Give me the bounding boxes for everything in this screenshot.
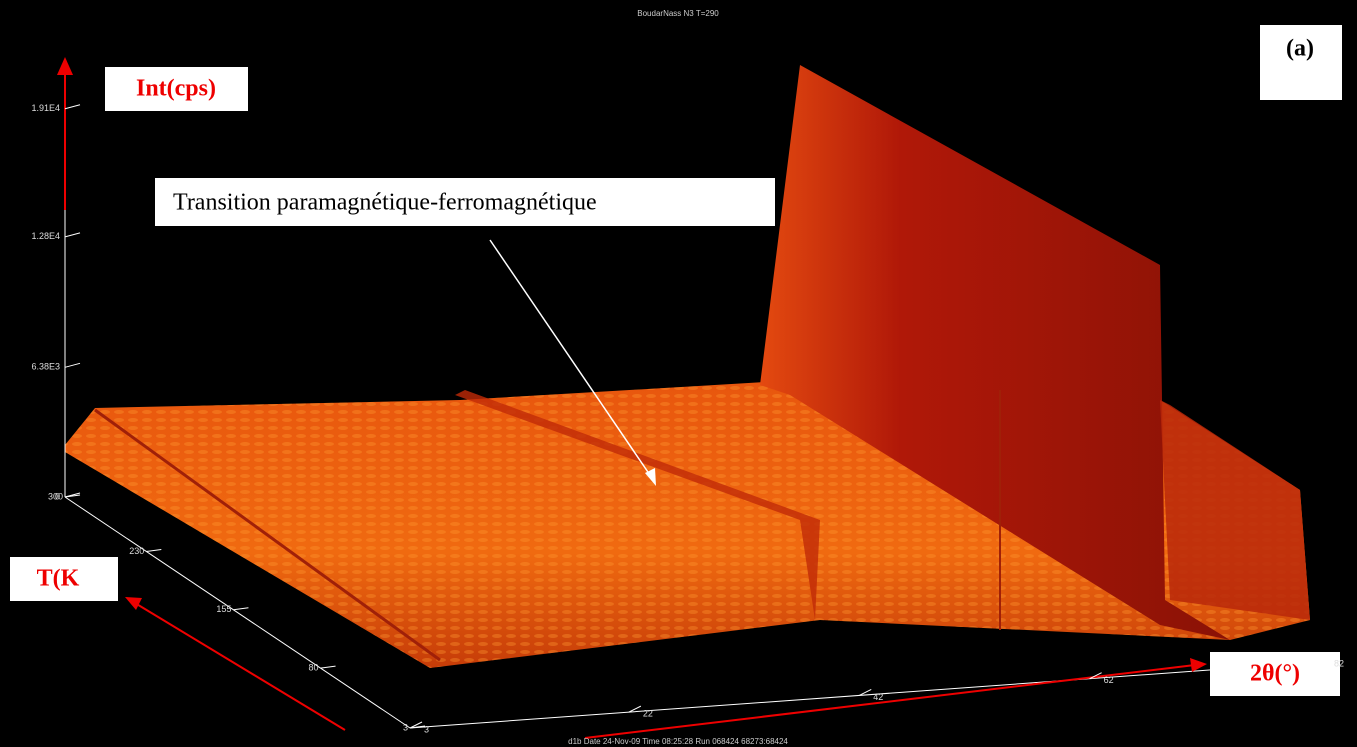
arrowhead: [125, 597, 142, 610]
z-tick-label: 1.28E4: [31, 231, 60, 241]
x-tick-label: 82: [1334, 658, 1344, 668]
y-tick-label: 3: [403, 722, 408, 732]
z-tick-label: 0: [55, 491, 60, 501]
tick-mark: [409, 721, 423, 729]
tick-mark: [320, 665, 336, 669]
tick-mark: [146, 548, 162, 552]
y-axis-label: T(K: [37, 566, 80, 592]
tick-mark: [859, 688, 872, 696]
surface: [65, 65, 1310, 668]
tick-mark: [409, 725, 426, 729]
z-tick-label: 6.38E3: [31, 362, 60, 372]
label-box: [1260, 25, 1342, 100]
y-tick-label: 230: [129, 546, 144, 556]
tick-mark: [64, 232, 81, 238]
label-box: [105, 67, 248, 111]
label-box: [10, 557, 118, 601]
x-tick-label: 62: [1104, 675, 1114, 685]
z-axis-label: Int(cps): [136, 76, 216, 102]
tick-mark: [64, 104, 81, 110]
x-tick-label: 3: [424, 724, 429, 734]
annotation-arrow: [489, 239, 653, 479]
label-box: [1210, 652, 1340, 696]
arrowhead: [645, 468, 656, 486]
tick-mark: [233, 607, 249, 611]
x-axis-label: 2θ(°): [1250, 661, 1300, 687]
panel-label: (a): [1286, 36, 1314, 62]
annotation-box: [155, 178, 775, 226]
tick-mark: [1319, 655, 1333, 663]
y-tick-label: 80: [309, 662, 319, 672]
x-tick-label: 42: [873, 692, 883, 702]
t-arrow: [134, 602, 346, 731]
y-tick-label: 155: [216, 604, 231, 614]
annotation: Transition paramagnétique-ferromagnétiqu…: [173, 190, 597, 216]
chart-title: BoudarNass N3 T=290: [637, 9, 719, 18]
arrowhead: [1190, 658, 1207, 672]
arrowhead: [57, 57, 73, 75]
tick-mark: [1089, 672, 1102, 680]
tick-mark: [628, 705, 642, 713]
footer: d1b Date 24-Nov-09 Time 08:25:28 Run 068…: [568, 737, 788, 746]
y-tick-label: 300: [48, 491, 63, 501]
z-tick-label: 1.91E4: [31, 103, 60, 113]
tick-mark: [64, 494, 81, 498]
tick-mark: [64, 362, 81, 368]
x-tick-label: 22: [643, 709, 653, 719]
